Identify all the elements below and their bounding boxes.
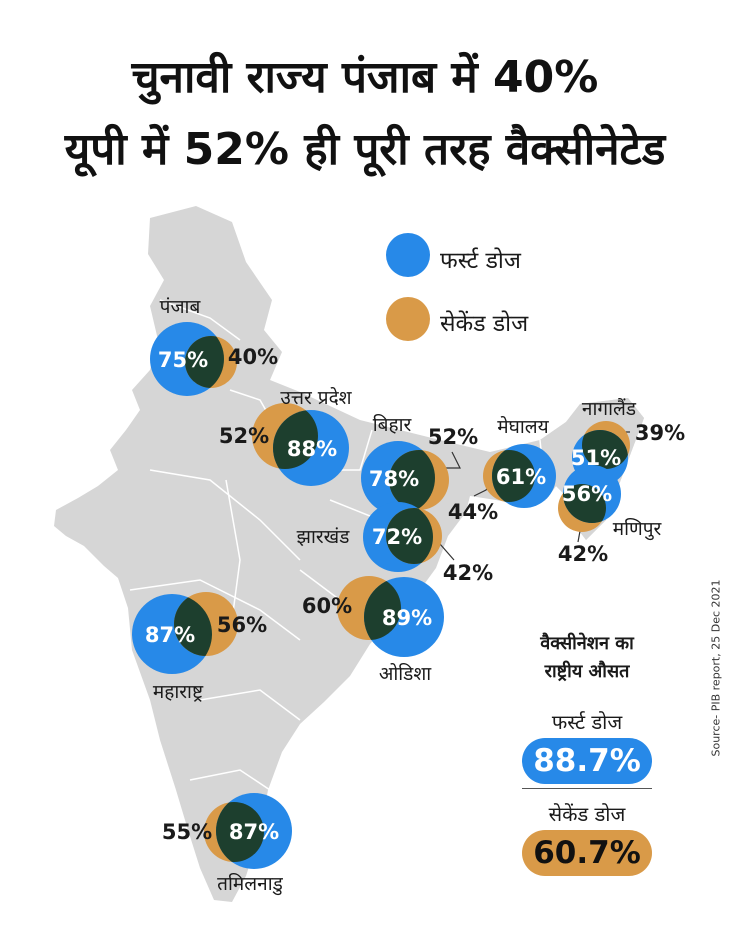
national-average-title-line-2: राष्ट्रीय औसत	[544, 661, 630, 682]
maharashtra-second-dose-value: 56%	[216, 613, 268, 637]
manipur-first-dose-value: 56%	[561, 482, 613, 506]
up-second-dose-value: 52%	[218, 424, 270, 448]
state-label-odisha: ओडिशा	[378, 663, 432, 685]
punjab-second-dose-value: 40%	[227, 345, 279, 369]
punjab-overlap	[185, 336, 224, 388]
national-average-second-dose-value: 60.7%	[522, 830, 652, 876]
odisha-second-dose-value: 60%	[301, 594, 353, 618]
tamilnadu-first-dose-value: 87%	[228, 820, 280, 844]
legend-first-dose-label: फर्स्ट डोज	[440, 248, 521, 274]
national-average-second-dose-label: सेकेंड डोज	[548, 802, 626, 826]
legend-second-dose-swatch	[386, 297, 430, 341]
bubbles	[132, 322, 630, 869]
state-label-meghalaya: मेघालय	[497, 416, 549, 438]
state-label-bihar: बिहार	[372, 414, 412, 436]
punjab-first-dose-value: 75%	[157, 348, 209, 372]
headline-line-1: चुनावी राज्य पंजाब में 40%	[131, 52, 599, 103]
national-average-divider	[522, 788, 652, 789]
national-average-first-dose-label: फर्स्ट डोज	[551, 710, 623, 734]
state-label-nagaland: नागालैंड	[581, 398, 637, 420]
legend-first-dose-swatch	[386, 233, 430, 277]
maharashtra-overlap	[174, 594, 212, 656]
odisha-overlap	[364, 577, 401, 640]
meghalaya-overlap	[492, 450, 535, 502]
state-label-tamilnadu: तमिलनाडु	[217, 873, 283, 895]
source-credit: Source- PIB report, 25 Dec 2021	[709, 579, 723, 757]
up-first-dose-value: 88%	[286, 437, 338, 461]
state-label-punjab: पंजाब	[159, 296, 201, 318]
meghalaya-second-dose-value: 44%	[447, 500, 499, 524]
up-overlap	[273, 410, 318, 469]
headline-line-2: यूपी में 52% ही पूरी तरह वैक्सीनेटेड	[64, 124, 666, 175]
state-label-manipur: मणिपुर	[612, 518, 662, 540]
national-average-first-dose-value: 88.7%	[522, 738, 652, 784]
nagaland-second-dose-value: 39%	[634, 421, 686, 445]
meghalaya-first-dose-value: 61%	[495, 465, 547, 489]
odisha-first-dose-value: 89%	[381, 606, 433, 630]
state-label-maharashtra: महाराष्ट्र	[152, 681, 204, 703]
state-label-uttar-pradesh: उत्तर प्रदेश	[280, 387, 352, 409]
maharashtra-first-dose-value: 87%	[144, 623, 196, 647]
bihar-first-dose-value: 78%	[368, 467, 420, 491]
tamilnadu-second-dose-value: 55%	[161, 820, 213, 844]
state-label-jharkhand: झारखंड	[296, 526, 350, 548]
nagaland-first-dose-value: 51%	[570, 446, 622, 470]
legend-second-dose-label: सेकेंड डोज	[440, 311, 529, 337]
jharkhand-overlap	[386, 508, 433, 564]
india-mainland	[54, 206, 644, 902]
jharkhand-second-dose-value: 42%	[442, 561, 494, 585]
india-outline	[54, 206, 644, 902]
jharkhand-first-dose-value: 72%	[371, 525, 423, 549]
bihar-second-dose-value: 52%	[427, 425, 479, 449]
manipur-second-dose-value: 42%	[557, 542, 609, 566]
national-average-title-line-1: वैक्सीनेशन का	[540, 633, 634, 654]
national-average-title: वैक्सीनेशन का राष्ट्रीय औसत	[512, 630, 662, 686]
